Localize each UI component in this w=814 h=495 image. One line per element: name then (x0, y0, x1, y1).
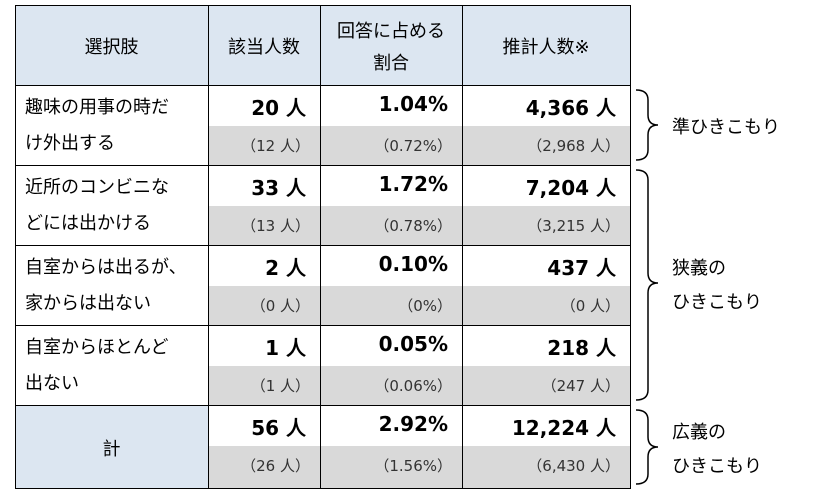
sub-value: （1.56%） (374, 457, 452, 475)
main-value: 33 人 (251, 176, 306, 200)
sub-value: （0 人） (560, 297, 620, 315)
main-value: 0.10% (378, 252, 448, 276)
sub-value: （0 人） (250, 297, 310, 315)
main-value: 7,204 人 (525, 176, 616, 200)
row-label: 近所のコンビニな (25, 177, 169, 198)
row-label: 自室からほとんど (25, 337, 169, 358)
row-label: 家からは出ない (25, 293, 151, 314)
sub-band (209, 126, 320, 165)
sub-value: （3,215 人） (527, 217, 620, 235)
row-label: 計 (102, 438, 121, 460)
annotation: ひきこもり (672, 456, 762, 477)
brace (635, 409, 659, 485)
header-text: 推計人数※ (502, 37, 590, 58)
header-cell (320, 5, 463, 86)
main-value: 2.92% (378, 412, 448, 436)
row-label: 自室からは出るが、 (25, 257, 187, 278)
sub-value: （13 人） (241, 217, 310, 235)
sub-band (463, 126, 630, 165)
sub-band (321, 446, 462, 488)
main-value: 218 人 (547, 336, 616, 360)
row-label: どには出かける (25, 213, 151, 234)
sub-value: （6,430 人） (527, 457, 620, 475)
sub-band (321, 206, 462, 245)
annotation: 準ひきこもり (672, 117, 780, 138)
header-cell (15, 5, 209, 86)
sub-band (209, 206, 320, 245)
main-value: 1.04% (378, 92, 448, 116)
sub-band (209, 446, 320, 488)
sub-band (321, 126, 462, 165)
row-label: け外出する (25, 133, 115, 154)
main-value: 1.72% (378, 172, 448, 196)
annotation: 広義の (672, 422, 726, 443)
sub-band (463, 286, 630, 325)
row-label: 趣味の用事の時だ (25, 97, 169, 118)
main-value: 437 人 (547, 256, 616, 280)
sub-value: （0%） (398, 297, 452, 315)
main-value: 12,224 人 (511, 416, 616, 440)
annotation: ひきこもり (672, 292, 762, 313)
row-label: 出ない (25, 373, 79, 394)
sub-band (463, 366, 630, 405)
sub-value: （1 人） (250, 377, 310, 395)
sub-band (463, 206, 630, 245)
sub-value: （2,968 人） (527, 137, 620, 155)
header-text: 選択肢 (84, 37, 139, 58)
main-value: 56 人 (251, 416, 306, 440)
sub-value: （247 人） (541, 377, 620, 395)
sub-band (321, 286, 462, 325)
header-text: 該当人数 (228, 37, 300, 58)
sub-value: （0.06%） (374, 377, 452, 395)
sub-value: （26 人） (241, 457, 310, 475)
main-value: 20 人 (251, 96, 306, 120)
sub-value: （0.72%） (374, 137, 452, 155)
main-value: 2 人 (265, 256, 306, 280)
label-cell (15, 85, 209, 166)
brace (635, 89, 659, 161)
header-cell (462, 5, 631, 86)
main-value: 1 人 (265, 336, 306, 360)
sub-value: （12 人） (241, 137, 310, 155)
annotation: 狭義の (672, 258, 726, 279)
sub-band (321, 366, 462, 405)
sub-band (209, 366, 320, 405)
main-value: 4,366 人 (525, 96, 616, 120)
header-text: 回答に占める (337, 21, 445, 42)
sub-band (209, 286, 320, 325)
header-text: 割合 (373, 53, 409, 74)
brace (635, 169, 659, 401)
sub-band (463, 446, 630, 488)
main-value: 0.05% (378, 332, 448, 356)
sub-value: （0.78%） (374, 217, 452, 235)
